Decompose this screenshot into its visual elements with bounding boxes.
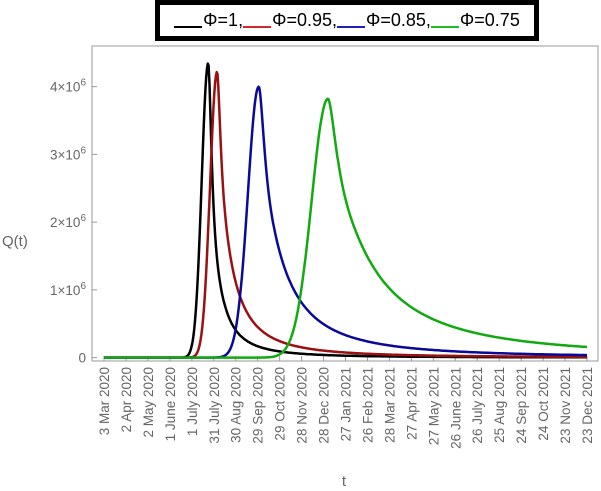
y-axis-label: Q(t) — [2, 233, 28, 250]
legend-item-phi-1: Φ=1, — [174, 10, 243, 31]
legend-swatch — [430, 26, 459, 28]
x-tick-label: 26 June 2021 — [448, 367, 463, 449]
x-tick-label: 31 July 2020 — [207, 367, 222, 444]
x-axis: 3 Mar 2020 2 Apr 2020 2 May 2020 1 June 202… — [97, 356, 595, 449]
x-tick-label: 1 June 2020 — [163, 367, 178, 441]
x-tick-label: 2 May 2020 — [141, 367, 156, 438]
y-tick-label: 0 — [78, 351, 86, 366]
x-tick-label: 24 Sep 2021 — [514, 367, 529, 444]
y-tick-label: 3×106 — [50, 145, 86, 162]
series-lines — [103, 62, 588, 359]
legend-swatch — [243, 26, 272, 28]
series-line-2 — [103, 70, 588, 359]
x-tick-label: 2 Apr 2020 — [119, 367, 134, 432]
x-tick-label: 3 Mar 2020 — [97, 367, 112, 435]
x-tick-label: 27 Apr 2021 — [404, 367, 419, 440]
x-tick-label: 24 Oct 2021 — [536, 367, 551, 441]
y-axis: 0 1×106 2×106 3×106 4×106 — [50, 78, 97, 366]
legend-swatch — [337, 26, 365, 28]
x-axis-label: t — [342, 473, 347, 490]
x-tick-label: 30 Aug 2020 — [229, 367, 244, 443]
y-tick-label: 4×106 — [50, 78, 86, 95]
legend-item-phi-0.75: Φ=0.75 — [430, 10, 520, 31]
x-tick-label: 23 Nov 2021 — [558, 367, 573, 444]
x-tick-label: 28 Nov 2020 — [295, 367, 310, 444]
x-tick-label: 28 Dec 2020 — [317, 367, 332, 444]
x-tick-label: 27 Jan 2021 — [339, 367, 354, 441]
y-tick-label: 2×106 — [50, 213, 86, 230]
x-tick-label: 29 Oct 2020 — [273, 367, 288, 441]
series-line-3 — [103, 85, 588, 359]
legend-swatch — [174, 26, 203, 28]
series-line-1 — [103, 62, 588, 359]
legend-item-phi-0.95: Φ=0.95, — [243, 10, 337, 31]
plot-area — [91, 45, 599, 362]
x-tick-label: 26 July 2021 — [470, 367, 485, 444]
x-tick-label: 23 Dec 2021 — [580, 367, 595, 444]
y-tick-label: 1×106 — [50, 281, 86, 298]
x-tick-label: 1 July 2020 — [185, 367, 200, 436]
series-line-4 — [103, 97, 588, 359]
x-tick-label: 28 Mar 2021 — [382, 367, 397, 443]
chart-legend: Φ=1, Φ=0.95, Φ=0.85, Φ=0.75 — [155, 0, 539, 41]
legend-item-phi-0.85: Φ=0.85, — [337, 10, 431, 31]
x-tick-label: 29 Sep 2020 — [251, 367, 266, 444]
x-tick-label: 27 May 2021 — [426, 367, 441, 445]
x-tick-label: 26 Feb 2021 — [360, 367, 375, 443]
x-tick-label: 25 Aug 2021 — [492, 367, 507, 443]
